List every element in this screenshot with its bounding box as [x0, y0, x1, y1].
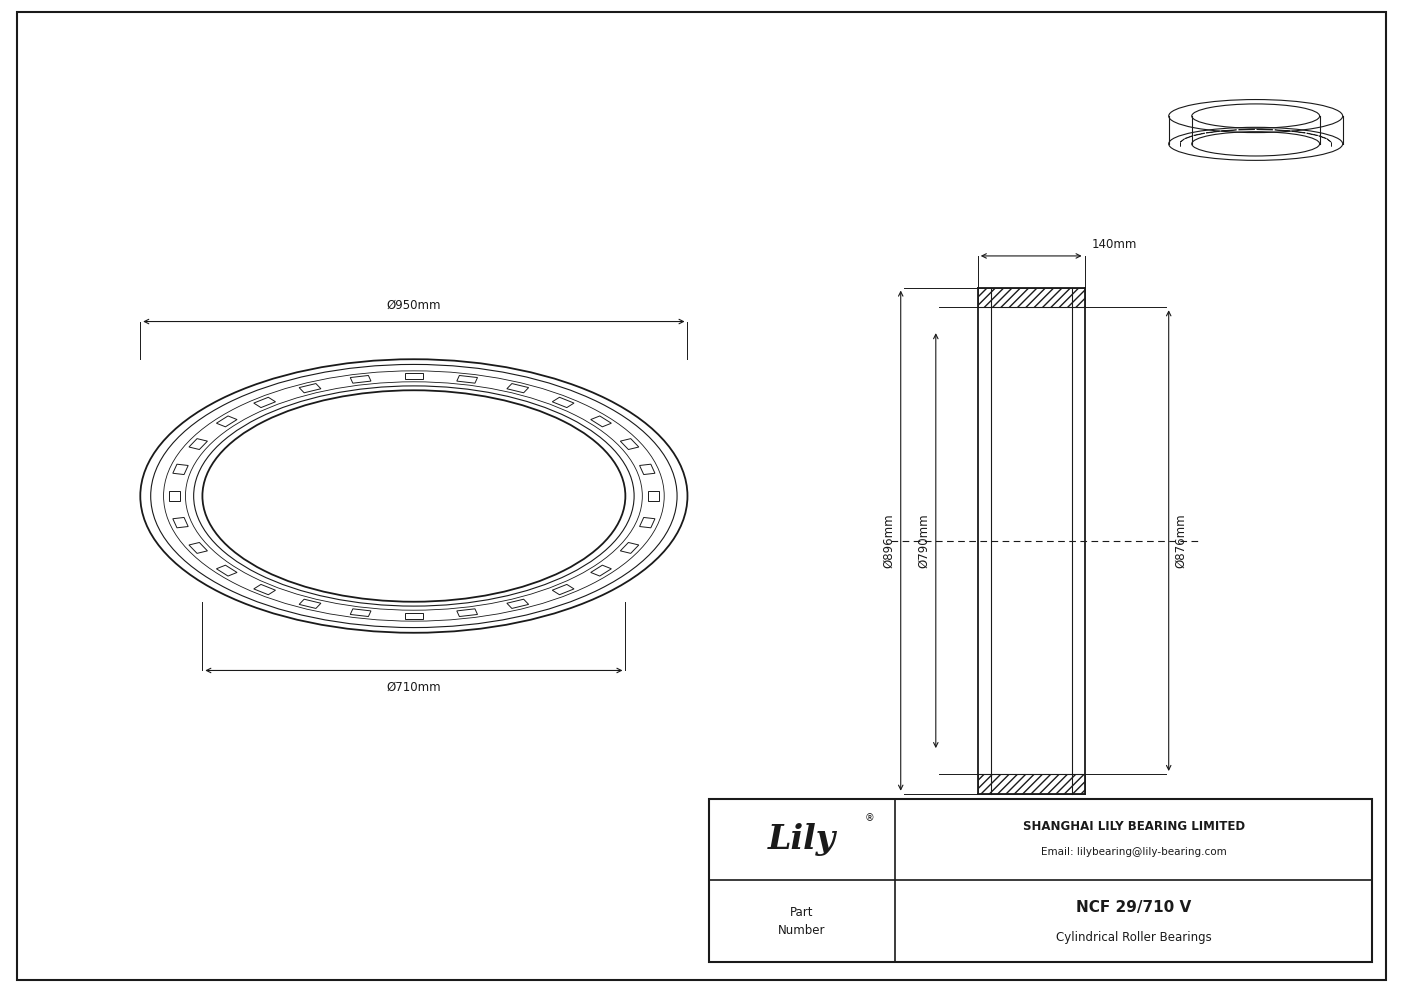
Text: Cylindrical Roller Bearings: Cylindrical Roller Bearings [1055, 930, 1212, 943]
Bar [709, 799, 1372, 962]
Text: SHANGHAI LILY BEARING LIMITED: SHANGHAI LILY BEARING LIMITED [1023, 820, 1244, 833]
Text: NCF 29/710 V: NCF 29/710 V [1076, 900, 1191, 915]
Bar [978, 288, 1085, 308]
Bar [978, 774, 1085, 794]
Text: Ø710mm: Ø710mm [387, 681, 441, 693]
Text: Part
Number: Part Number [779, 906, 825, 936]
Text: Ø896mm: Ø896mm [882, 513, 895, 568]
Text: ®: ® [864, 812, 874, 822]
Text: Ø790mm: Ø790mm [918, 513, 930, 568]
Text: Lily: Lily [767, 823, 836, 856]
Text: Ø950mm: Ø950mm [387, 299, 441, 311]
Text: 140mm: 140mm [1092, 238, 1136, 251]
Text: Ø876mm: Ø876mm [1174, 513, 1187, 568]
Text: Email: lilybearing@lily-bearing.com: Email: lilybearing@lily-bearing.com [1041, 847, 1226, 857]
